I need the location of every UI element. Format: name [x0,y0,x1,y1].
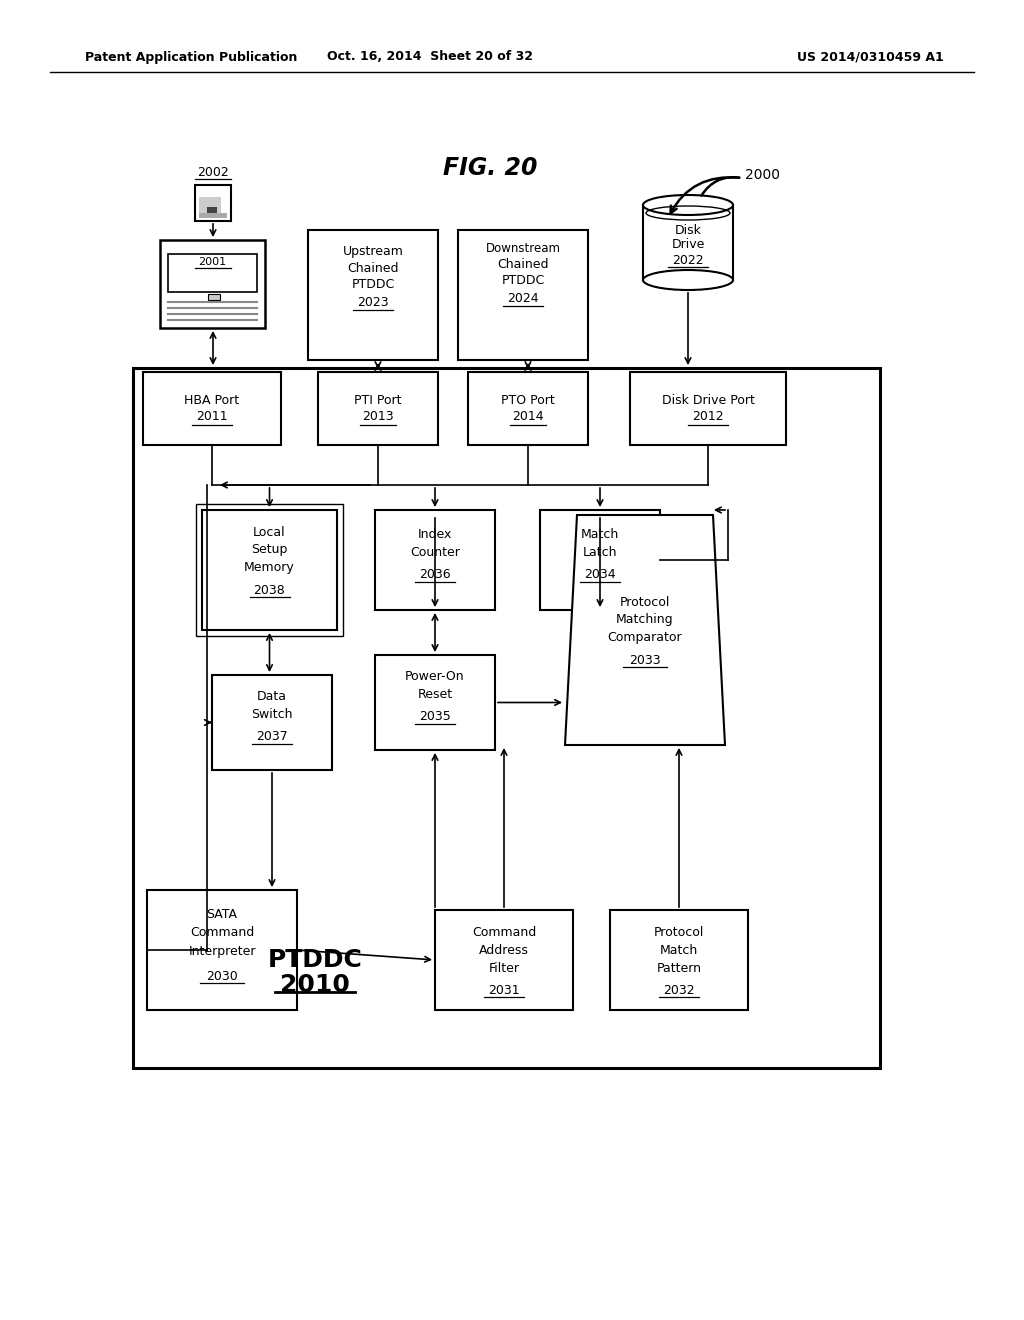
Text: Switch: Switch [251,709,293,722]
Bar [375,655,495,750]
Text: 2011: 2011 [197,411,227,422]
Bar [212,675,332,770]
Text: Patent Application Publication: Patent Application Publication [85,50,297,63]
Text: 2036: 2036 [419,569,451,582]
Text: Protocol: Protocol [653,925,705,939]
Text: Comparator: Comparator [607,631,682,644]
Text: PTO Port: PTO Port [501,393,555,407]
Text: 2002: 2002 [198,165,229,178]
Text: PTDDC: PTDDC [267,948,362,972]
Text: 2014: 2014 [512,411,544,422]
Text: Memory: Memory [244,561,295,574]
Text: Downstream: Downstream [485,242,560,255]
Bar [435,909,573,1010]
Bar [199,213,227,218]
Text: Command: Command [472,925,537,939]
Text: Chained: Chained [347,261,398,275]
Bar [643,205,733,280]
Text: 2010: 2010 [280,973,350,997]
Bar [208,294,220,300]
Text: Upstream: Upstream [343,246,403,259]
Text: FIG. 20: FIG. 20 [442,156,538,180]
Text: 2038: 2038 [254,583,286,597]
Text: Local: Local [253,525,286,539]
Polygon shape [565,515,725,744]
Ellipse shape [643,195,733,215]
Bar [468,372,588,445]
Bar [375,510,495,610]
Text: Data: Data [257,690,287,704]
Text: PTDDC: PTDDC [502,273,545,286]
Text: PTDDC: PTDDC [351,277,394,290]
Bar [630,372,786,445]
Bar [202,510,337,630]
Text: Protocol: Protocol [620,595,670,609]
Bar [610,909,748,1010]
Bar [207,207,217,216]
Text: Disk: Disk [675,223,701,236]
Text: 2000: 2000 [745,168,780,182]
Text: HBA Port: HBA Port [184,393,240,407]
Text: 2024: 2024 [507,293,539,305]
Bar [196,504,343,636]
Text: Pattern: Pattern [656,961,701,974]
Text: Power-On: Power-On [406,671,465,684]
Text: Oct. 16, 2014  Sheet 20 of 32: Oct. 16, 2014 Sheet 20 of 32 [327,50,534,63]
Ellipse shape [643,271,733,290]
Text: Counter: Counter [410,546,460,560]
Text: Interpreter: Interpreter [188,945,256,957]
Bar [540,510,660,610]
Text: Match: Match [581,528,620,541]
Text: 2031: 2031 [488,983,520,997]
Text: 2033: 2033 [629,653,660,667]
Text: SATA: SATA [207,908,238,921]
Bar [133,368,880,1068]
Text: Disk Drive Port: Disk Drive Port [662,393,755,407]
Text: 2034: 2034 [584,569,615,582]
Text: 2023: 2023 [357,297,389,309]
Text: Index: Index [418,528,453,541]
Text: 2012: 2012 [692,411,724,422]
Bar [147,890,297,1010]
Bar [308,230,438,360]
Bar [143,372,281,445]
Text: 2022: 2022 [672,253,703,267]
Text: Latch: Latch [583,546,617,560]
Text: Drive: Drive [672,238,705,251]
Bar [160,240,265,327]
Text: Matching: Matching [616,614,674,627]
Bar [318,372,438,445]
Text: Match: Match [659,944,698,957]
Text: Setup: Setup [251,544,288,557]
Text: Command: Command [189,927,254,940]
Text: PTI Port: PTI Port [354,393,401,407]
Bar [199,197,221,216]
Text: 2030: 2030 [206,969,238,982]
Text: 2032: 2032 [664,983,695,997]
Text: Filter: Filter [488,961,519,974]
Bar [195,185,231,220]
Text: 2037: 2037 [256,730,288,743]
Text: 2035: 2035 [419,710,451,723]
Text: Chained: Chained [498,257,549,271]
Text: US 2014/0310459 A1: US 2014/0310459 A1 [797,50,943,63]
Text: Address: Address [479,944,529,957]
Text: Reset: Reset [418,689,453,701]
Bar [458,230,588,360]
Text: 2001: 2001 [199,257,226,267]
Text: 2013: 2013 [362,411,394,422]
Bar [168,253,257,292]
